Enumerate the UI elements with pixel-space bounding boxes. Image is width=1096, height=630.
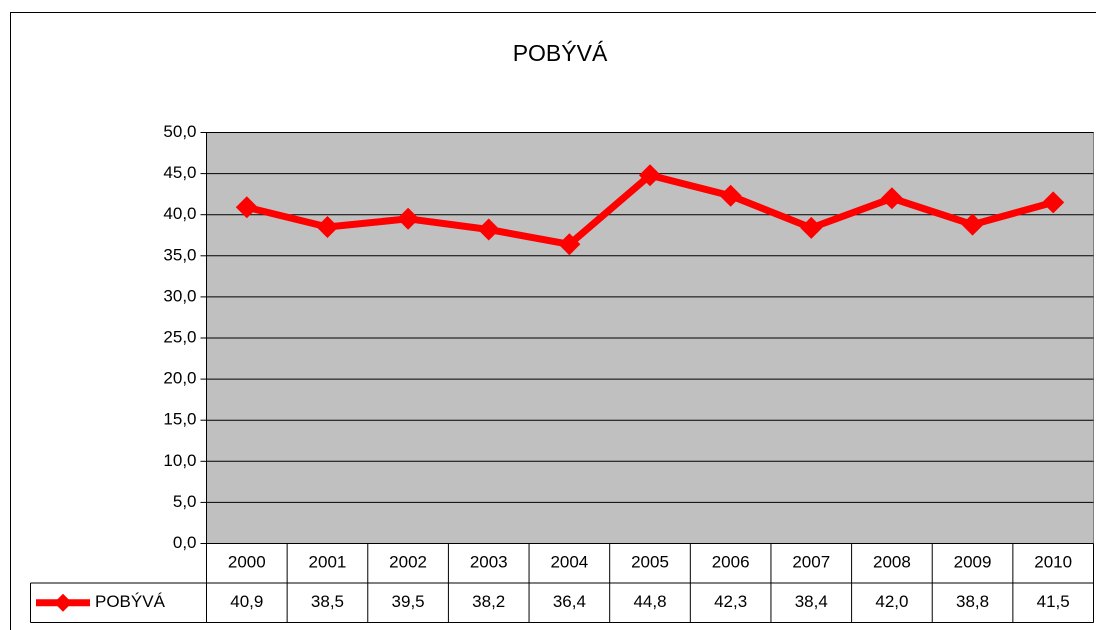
marker <box>719 184 742 207</box>
table-value: 39,5 <box>392 592 425 611</box>
marker <box>800 216 823 239</box>
y-tick-label: 35,0 <box>163 245 196 264</box>
chart-title: POBÝVÁ <box>513 40 608 66</box>
legend-label: POBÝVÁ <box>95 592 166 611</box>
x-tick-label: 2002 <box>389 553 427 572</box>
table-value: 36,4 <box>553 592 586 611</box>
table-value: 44,8 <box>633 592 666 611</box>
x-tick-label: 2006 <box>712 553 750 572</box>
y-tick-label: 45,0 <box>163 163 196 182</box>
table-value: 41,5 <box>1037 592 1070 611</box>
table-value: 38,8 <box>956 592 989 611</box>
x-tick-label: 2009 <box>954 553 992 572</box>
marker <box>235 196 258 219</box>
y-tick-label: 5,0 <box>173 492 197 511</box>
table-value: 38,4 <box>795 592 828 611</box>
x-tick-label: 2004 <box>550 553 588 572</box>
x-tick-label: 2010 <box>1034 553 1072 572</box>
marker <box>961 213 984 236</box>
y-tick-label: 25,0 <box>163 327 196 346</box>
marker <box>397 207 420 230</box>
marker <box>316 216 339 239</box>
marker <box>1042 191 1065 214</box>
y-tick-label: 15,0 <box>163 410 196 429</box>
table-value: 42,0 <box>875 592 908 611</box>
y-tick-label: 20,0 <box>163 369 196 388</box>
y-tick-label: 50,0 <box>163 122 196 141</box>
x-tick-label: 2007 <box>792 553 830 572</box>
table-value: 42,3 <box>714 592 747 611</box>
table-value: 40,9 <box>230 592 263 611</box>
y-tick-label: 30,0 <box>163 286 196 305</box>
y-tick-label: 40,0 <box>163 204 196 223</box>
legend-marker <box>54 593 72 612</box>
marker <box>639 164 661 187</box>
y-tick-label: 0,0 <box>173 533 197 552</box>
x-tick-label: 2001 <box>309 553 347 572</box>
table-value: 38,5 <box>311 592 344 611</box>
marker <box>558 233 581 256</box>
x-tick-label: 2000 <box>228 553 266 572</box>
table-value: 38,2 <box>472 592 505 611</box>
x-tick-label: 2003 <box>470 553 508 572</box>
marker <box>477 218 500 241</box>
marker <box>880 187 903 210</box>
x-tick-label: 2005 <box>631 553 669 572</box>
y-tick-label: 10,0 <box>163 451 196 470</box>
x-tick-label: 2008 <box>873 553 911 572</box>
